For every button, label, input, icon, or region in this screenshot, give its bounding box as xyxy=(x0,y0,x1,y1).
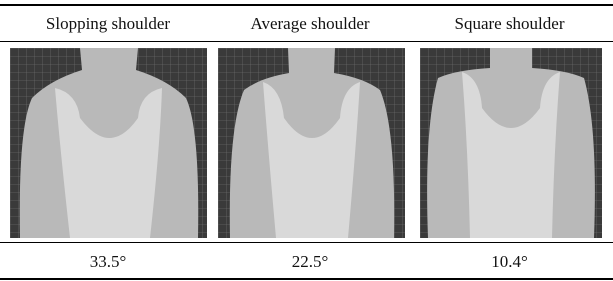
value-cell: 10.4° xyxy=(412,252,607,272)
value-cell: 33.5° xyxy=(8,252,208,272)
bottom-rule xyxy=(0,278,613,280)
photo xyxy=(10,48,207,238)
header-cell: Average shoulder xyxy=(210,14,410,34)
table-figure: Slopping shoulder Average shoulder Squar… xyxy=(0,0,613,281)
photo xyxy=(218,48,405,238)
header-cell: Square shoulder xyxy=(412,14,607,34)
top-rule xyxy=(0,4,613,6)
photo xyxy=(420,48,602,238)
value-cell: 22.5° xyxy=(210,252,410,272)
header-cell: Slopping shoulder xyxy=(8,14,208,34)
body-rule xyxy=(0,242,613,243)
header-rule xyxy=(0,41,613,42)
